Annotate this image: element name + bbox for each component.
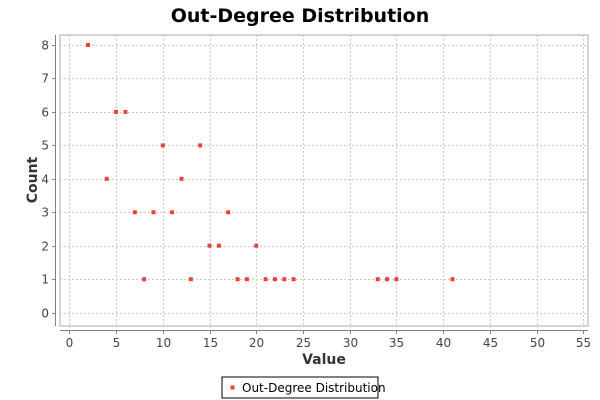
data-point bbox=[160, 143, 165, 148]
y-axis-title: Count bbox=[25, 156, 41, 203]
legend-box bbox=[221, 376, 379, 399]
data-point bbox=[188, 277, 193, 282]
data-point bbox=[254, 243, 259, 248]
chart-title: Out-Degree Distribution bbox=[171, 5, 430, 27]
data-point bbox=[151, 210, 156, 215]
x-axis: 0 5 10 15 20 25 30 35 40 45 50 55 bbox=[60, 330, 591, 350]
legend-marker bbox=[230, 385, 235, 390]
y-tick-label: 2 bbox=[41, 240, 49, 254]
data-point bbox=[272, 277, 277, 282]
x-tick-label: 5 bbox=[113, 336, 121, 350]
data-point bbox=[291, 277, 296, 282]
data-point bbox=[235, 277, 240, 282]
data-point bbox=[104, 176, 109, 181]
x-tick-label: 30 bbox=[343, 336, 358, 350]
data-point bbox=[142, 277, 147, 282]
y-tick-label: 1 bbox=[41, 273, 49, 287]
data-point bbox=[216, 243, 221, 248]
data-point bbox=[450, 277, 455, 282]
data-point bbox=[86, 43, 90, 47]
data-point bbox=[385, 277, 390, 282]
data-point bbox=[179, 176, 184, 181]
x-tick-label: 55 bbox=[576, 336, 591, 350]
x-tick-label: 25 bbox=[296, 336, 311, 350]
x-tick-label: 20 bbox=[249, 336, 264, 350]
x-tick-label: 0 bbox=[66, 336, 74, 350]
y-tick-label: 5 bbox=[41, 139, 49, 153]
y-tick-label: 3 bbox=[41, 206, 49, 220]
legend: Out-Degree Distribution bbox=[221, 376, 386, 399]
x-tick-label: 15 bbox=[203, 336, 218, 350]
x-tick-label: 40 bbox=[436, 336, 451, 350]
data-point bbox=[132, 210, 137, 215]
x-tick-label: 35 bbox=[389, 336, 404, 350]
gridlines bbox=[60, 35, 588, 326]
data-points bbox=[86, 43, 455, 282]
y-tick-label: 8 bbox=[41, 39, 49, 53]
data-point bbox=[198, 143, 203, 148]
x-axis-title: Value bbox=[302, 352, 346, 368]
data-point bbox=[114, 109, 119, 114]
data-point bbox=[226, 210, 231, 215]
y-tick-label: 0 bbox=[41, 307, 49, 321]
data-point bbox=[394, 277, 399, 282]
x-tick-label: 50 bbox=[530, 336, 545, 350]
data-point bbox=[263, 277, 268, 282]
data-point bbox=[123, 109, 128, 114]
data-point bbox=[375, 277, 380, 282]
legend-label: Out-Degree Distribution bbox=[242, 381, 386, 395]
y-tick-label: 6 bbox=[41, 106, 49, 120]
y-tick-label: 4 bbox=[41, 173, 49, 187]
y-tick-label: 7 bbox=[41, 72, 49, 86]
data-point bbox=[170, 210, 175, 215]
data-point bbox=[244, 277, 249, 282]
x-tick-label: 10 bbox=[156, 336, 171, 350]
data-point bbox=[282, 277, 287, 282]
x-tick-label: 45 bbox=[483, 336, 498, 350]
y-axis: 0 1 2 3 4 5 6 7 8 bbox=[41, 35, 56, 326]
data-point bbox=[207, 243, 212, 248]
plot-background bbox=[59, 34, 589, 327]
plot-area bbox=[59, 34, 589, 327]
